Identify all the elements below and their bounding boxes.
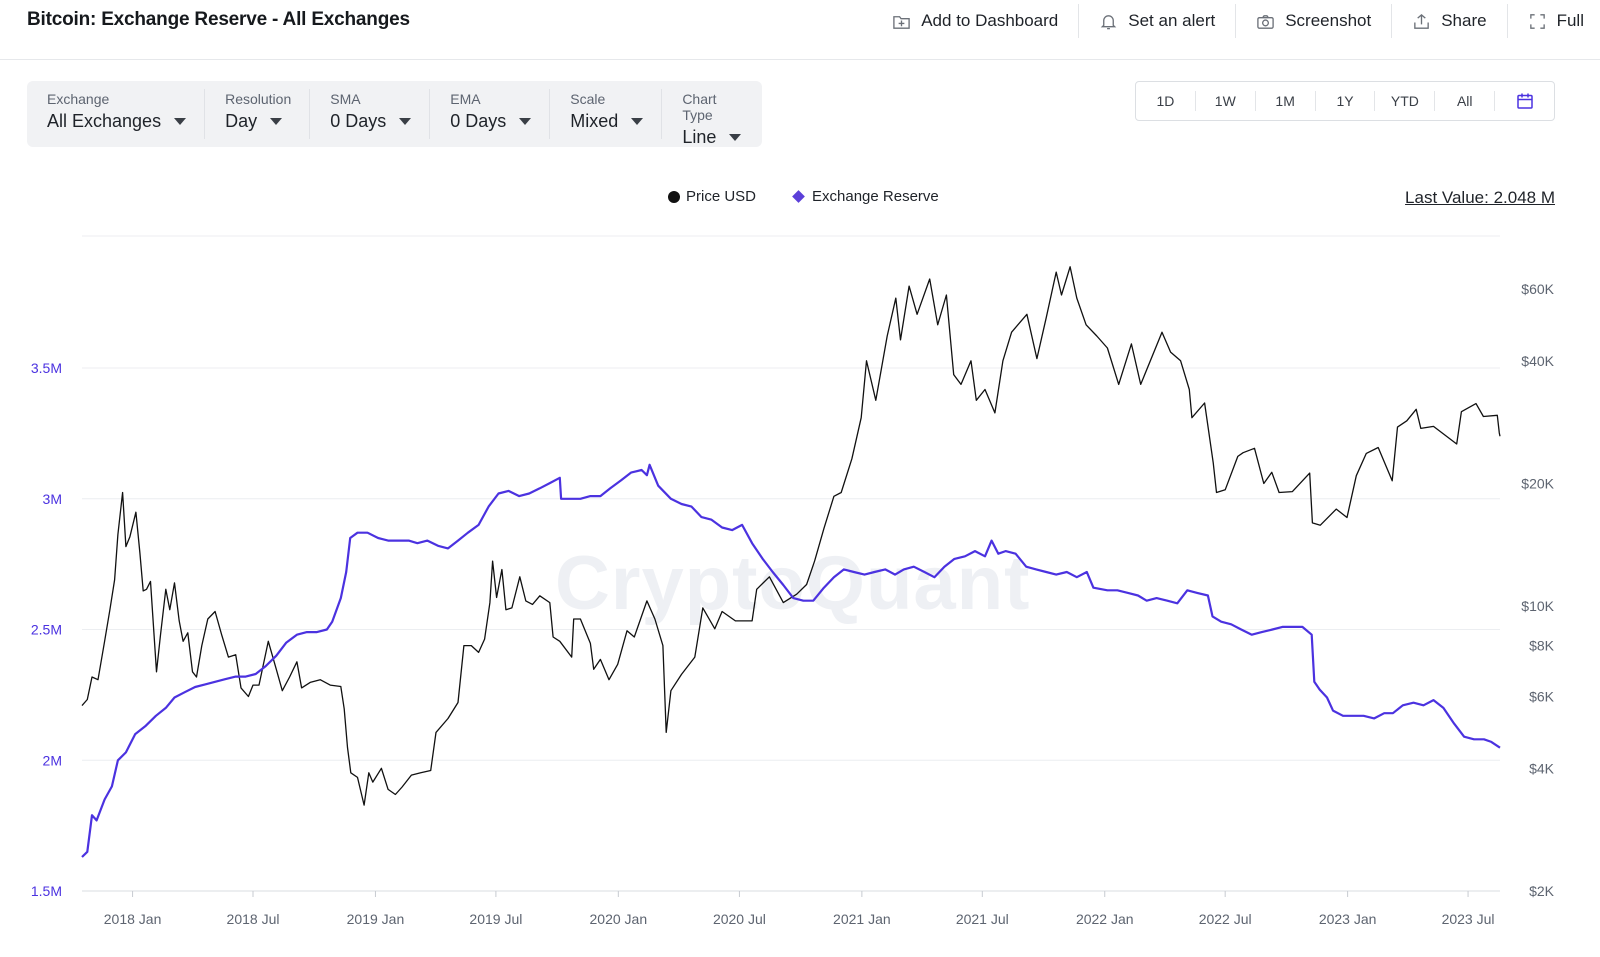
legend-item-price[interactable]: Price USD <box>668 188 756 205</box>
chart-type-value: Line <box>682 127 717 147</box>
legend-price-label: Price USD <box>686 188 757 205</box>
add-to-dashboard-label: Add to Dashboard <box>921 11 1059 30</box>
range-1d-button[interactable]: 1D <box>1136 91 1196 111</box>
share-label: Share <box>1441 11 1487 30</box>
page-title: Bitcoin: Exchange Reserve - All Exchange… <box>27 9 410 30</box>
y-left-tick-label: 2.5M <box>31 622 62 638</box>
date-picker-button[interactable] <box>1495 91 1554 111</box>
chart-type-label: Chart Type <box>682 91 717 123</box>
add-dashboard-icon <box>893 15 910 29</box>
resolution-value: Day <box>225 111 258 131</box>
share-icon <box>1414 13 1430 29</box>
screenshot-label: Screenshot <box>1285 11 1372 30</box>
chart-area[interactable]: 1.5M 2M 2.5M 3M 3.5M $2K $4K $6K $8K $10K $20K $40K… <box>0 220 1600 957</box>
legend-price-marker <box>668 190 680 203</box>
caret-down-icon <box>174 118 187 125</box>
watermark-logo: CryptoQuant <box>555 541 1031 626</box>
x-tick-label: 2020 Jan <box>590 911 648 927</box>
legend-reserve-marker <box>792 190 805 203</box>
range-1w-button[interactable]: 1W <box>1196 91 1256 111</box>
last-value-readout[interactable]: Last Value: 2.048 M <box>1405 188 1555 207</box>
x-tick-label: 2018 Jan <box>104 911 162 927</box>
scale-select[interactable]: Scale Mixed <box>550 89 663 139</box>
resolution-label: Resolution <box>225 91 292 107</box>
time-range-selector: 1D 1W 1M 1Y YTD All <box>1135 81 1555 121</box>
calendar-icon <box>1516 93 1533 109</box>
y-right-tick-label: $60K <box>1521 281 1554 297</box>
resolution-select[interactable]: Resolution Day <box>205 89 311 139</box>
y-right-tick-label: $40K <box>1521 353 1554 369</box>
y-left-tick-label: 1.5M <box>31 883 62 899</box>
exchange-reserve-line <box>81 463 1501 858</box>
x-tick-label: 2023 Jul <box>1442 911 1495 927</box>
sma-label: SMA <box>330 91 361 107</box>
scale-value: Mixed <box>570 111 619 131</box>
screenshot-button[interactable]: Screenshot <box>1236 4 1393 38</box>
y-right-tick-label: $2K <box>1529 883 1555 899</box>
top-bar: Bitcoin: Exchange Reserve - All Exchange… <box>0 0 1600 60</box>
range-1y-button[interactable]: 1Y <box>1316 91 1376 111</box>
exchange-label: Exchange <box>47 91 110 107</box>
ema-select[interactable]: EMA 0 Days <box>430 89 551 139</box>
y-right-tick-label: $20K <box>1521 475 1554 491</box>
share-button[interactable]: Share <box>1392 4 1508 38</box>
range-ytd-button[interactable]: YTD <box>1375 91 1436 111</box>
y-left-tick-label: 2M <box>43 752 62 768</box>
y-left-tick-label: 3M <box>43 491 62 507</box>
caret-down-icon <box>729 134 742 141</box>
exchange-select[interactable]: Exchange All Exchanges <box>27 89 206 139</box>
x-tick-label: 2022 Jan <box>1076 911 1134 927</box>
sma-select[interactable]: SMA 0 Days <box>310 89 431 139</box>
y-right-tick-label: $10K <box>1521 598 1554 614</box>
camera-icon <box>1257 14 1274 29</box>
caret-down-icon <box>519 118 532 125</box>
add-to-dashboard-button[interactable]: Add to Dashboard <box>872 4 1080 38</box>
range-1m-button[interactable]: 1M <box>1256 91 1316 111</box>
ema-value: 0 Days <box>450 111 507 131</box>
fullscreen-label: Full <box>1556 11 1584 30</box>
y-right-tick-label: $6K <box>1529 689 1555 705</box>
fullscreen-button[interactable]: Full <box>1508 4 1588 38</box>
set-alert-button[interactable]: Set an alert <box>1079 4 1237 38</box>
x-tick-label: 2021 Jan <box>833 911 891 927</box>
y-right-tick-label: $8K <box>1529 638 1555 654</box>
sma-value: 0 Days <box>330 111 387 131</box>
range-all-button[interactable]: All <box>1435 91 1496 111</box>
chart-type-select[interactable]: Chart Type Line <box>662 89 762 147</box>
legend-item-reserve[interactable]: Exchange Reserve <box>792 188 939 205</box>
filter-bar: Exchange All Exchanges Resolution Day SM… <box>27 81 762 147</box>
scale-label: Scale <box>570 91 606 107</box>
caret-down-icon <box>270 118 283 125</box>
set-alert-label: Set an alert <box>1128 11 1216 30</box>
header-actions: Add to Dashboard Set an alert Screenshot… <box>872 4 1588 38</box>
x-tick-label: 2018 Jul <box>227 911 280 927</box>
price-usd-line <box>81 266 1501 806</box>
x-tick-label: 2021 Jul <box>956 911 1009 927</box>
fullscreen-icon <box>1529 13 1545 29</box>
ema-label: EMA <box>450 91 481 107</box>
exchange-value: All Exchanges <box>47 111 162 131</box>
bell-icon <box>1100 14 1117 29</box>
legend-reserve-label: Exchange Reserve <box>812 188 939 205</box>
x-tick-label: 2023 Jan <box>1319 911 1377 927</box>
y-left-tick-label: 3.5M <box>31 360 62 376</box>
x-tick-label: 2022 Jul <box>1199 911 1252 927</box>
x-tick-label: 2019 Jan <box>347 911 405 927</box>
x-tick-label: 2020 Jul <box>713 911 766 927</box>
x-tick-label: 2019 Jul <box>469 911 522 927</box>
y-right-tick-label: $4K <box>1529 760 1555 776</box>
caret-down-icon <box>631 118 644 125</box>
caret-down-icon <box>399 118 412 125</box>
chart-legend: Price USD Exchange Reserve <box>668 188 977 205</box>
